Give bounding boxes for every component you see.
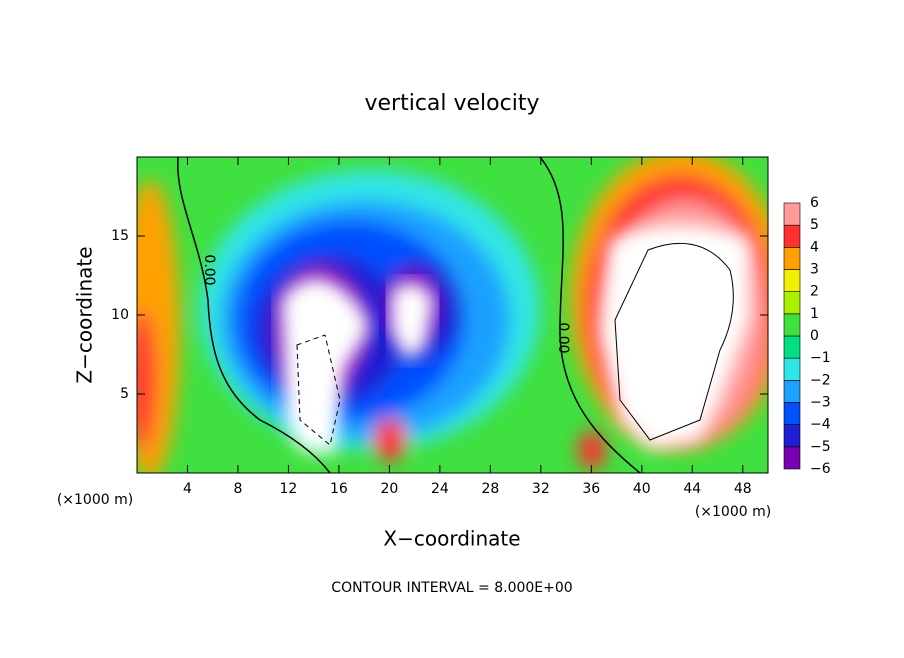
x-tick-label: 48 — [734, 481, 752, 497]
y-tick-label: 5 — [120, 386, 129, 402]
colorbar-label: 5 — [810, 217, 819, 233]
colorbar-label: −6 — [810, 461, 831, 477]
colorbar-box — [783, 224, 801, 248]
chart-title: vertical velocity — [364, 91, 539, 116]
x-unit-label: (×1000 m) — [695, 504, 771, 520]
x-tick-label: 20 — [380, 481, 398, 497]
x-tick-label: 28 — [481, 481, 499, 497]
colorbar-box — [783, 269, 801, 292]
x-tick-label: 16 — [330, 481, 348, 497]
x-unit-label: (×1000 m) — [57, 492, 133, 508]
colorbar-box — [783, 402, 801, 425]
colorbar-box — [783, 313, 801, 337]
colorbar-label: 2 — [810, 284, 819, 300]
contour-label: 0.00 — [555, 322, 571, 353]
colorbar-label: −1 — [810, 350, 831, 366]
y-tick-label: 15 — [111, 228, 129, 244]
x-tick-label: 40 — [633, 481, 651, 497]
colorbar-box — [783, 424, 801, 448]
colorbar-label: −3 — [810, 395, 831, 411]
colorbar-label: 3 — [810, 262, 819, 278]
colorbar-label: 0 — [810, 328, 819, 344]
colorbar-box — [783, 335, 801, 359]
x-tick-label: 8 — [233, 481, 242, 497]
colorbar-box — [783, 247, 801, 270]
footer: CONTOUR INTERVAL = 8.000E+00 — [331, 580, 572, 596]
x-tick-label: 12 — [280, 481, 298, 497]
colorbar-box — [783, 357, 801, 381]
colorbar-label: 4 — [810, 239, 819, 255]
x-tick-label: 36 — [582, 481, 600, 497]
x-axis-label: X−coordinate — [383, 527, 520, 551]
x-tick-label: 44 — [683, 481, 701, 497]
colorbar-label: 1 — [810, 306, 819, 322]
x-tick-label: 32 — [532, 481, 550, 497]
x-tick-label: 24 — [431, 481, 449, 497]
x-tick-label: 4 — [183, 481, 192, 497]
colorbar-box — [783, 380, 801, 403]
colorbar-label: −4 — [810, 417, 831, 433]
contour-label: 0.00 — [201, 254, 217, 285]
colorbar-label: −2 — [810, 372, 831, 388]
colorbar-label: −5 — [810, 439, 831, 455]
colorbar-box — [783, 202, 801, 226]
colorbar-box — [783, 291, 801, 315]
contour-field — [137, 157, 768, 473]
y-tick-label: 10 — [111, 307, 129, 323]
colorbar-label: 6 — [810, 195, 819, 211]
y-axis-label: Z−coordinate — [73, 246, 97, 383]
colorbar-box — [783, 446, 801, 470]
